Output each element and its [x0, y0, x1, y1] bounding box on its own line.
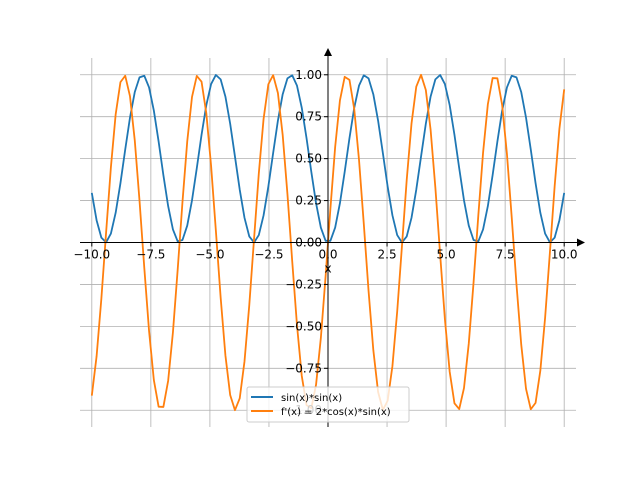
legend: sin(x)*sin(x) f'(x) = 2*cos(x)*sin(x)	[246, 386, 410, 423]
legend-label-series-1: sin(x)*sin(x)	[281, 393, 342, 404]
y-tick-label-8: 1.00	[295, 68, 322, 82]
y-tick-label-6: 0.50	[295, 152, 322, 166]
legend-label-series-2: f'(x) = 2*cos(x)*sin(x)	[281, 407, 391, 418]
x-tick-label-5: 2.5	[378, 248, 397, 262]
y-tick-label-5: 0.25	[295, 194, 322, 208]
x-tick-label-0: −10.0	[73, 248, 110, 262]
x-axis-label: x	[324, 262, 331, 276]
y-tick-label-1: −0.75	[285, 361, 322, 375]
x-tick-label-8: 10.0	[551, 248, 578, 262]
y-tick-label-3: −0.25	[285, 277, 322, 291]
x-tick-label-4: 0.0	[318, 248, 337, 262]
x-tick-label-2: −5.0	[195, 248, 224, 262]
axes	[80, 48, 585, 427]
y-tick-label-4: 0.00	[295, 236, 322, 250]
x-tick-label-6: 5.0	[437, 248, 456, 262]
x-tick-label-1: −7.5	[136, 248, 165, 262]
x-tick-label-3: −2.5	[254, 248, 283, 262]
legend-box	[246, 386, 410, 423]
y-tick-label-7: 0.75	[295, 110, 322, 124]
y-axis-arrow	[324, 48, 332, 56]
x-axis-arrow	[577, 238, 585, 247]
x-tick-label-7: 7.5	[496, 248, 515, 262]
y-tick-label-2: −0.50	[285, 319, 322, 333]
